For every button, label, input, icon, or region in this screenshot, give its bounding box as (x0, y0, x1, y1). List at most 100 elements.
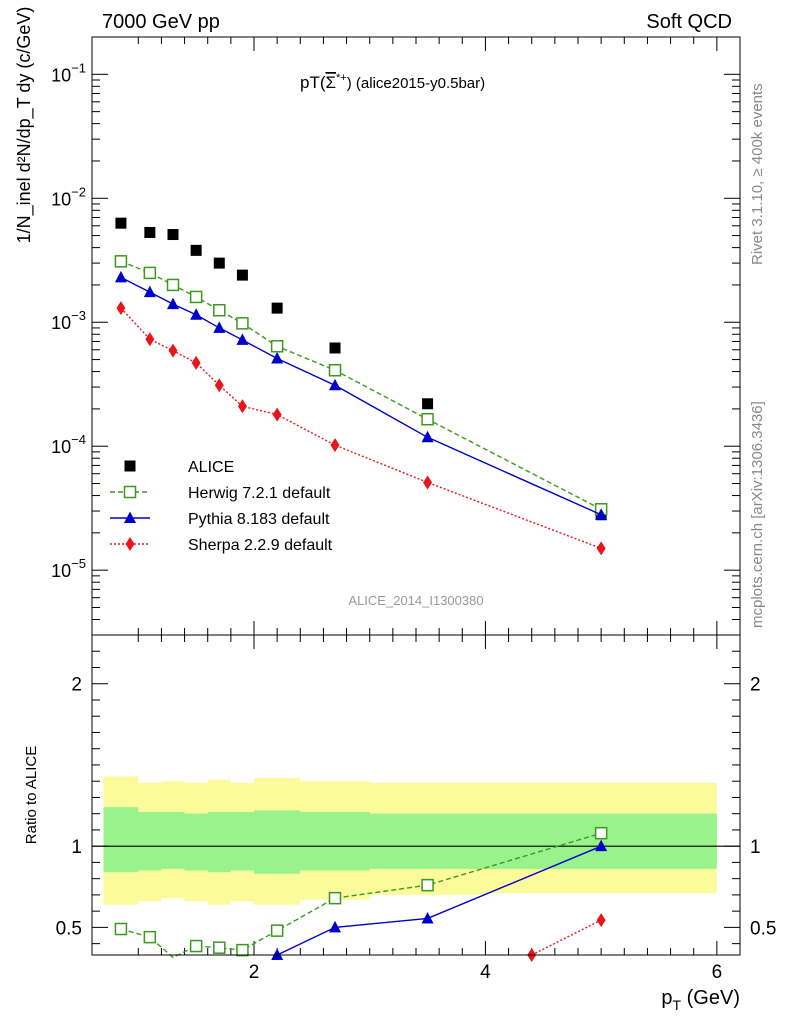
main-ylabel: 1/N_inel d²N/dp_T dy (c/GeV) (14, 7, 35, 244)
ratio-point-sherpa-2-2-9-default (596, 913, 606, 928)
ratio-line-sherpa-2-2-9-default (531, 919, 602, 956)
ratio-xlabel: pT (GeV) (661, 987, 740, 1013)
main-title-sup: *+ (336, 72, 347, 84)
legend-marker-pythia-8-183-default (124, 511, 136, 523)
y-tick-base: 10 (51, 189, 71, 209)
y-tick-label: 10−1 (51, 60, 86, 85)
y-tick-exp: −4 (71, 432, 86, 447)
main-point-sherpa-2-2-9-default (191, 355, 201, 370)
main-point-pythia-8-183-default (236, 333, 249, 345)
y-tick-label: 10−2 (51, 184, 86, 209)
main-series (114, 217, 608, 556)
header-left: 7000 GeV pp (102, 11, 220, 33)
ratio-point-pythia-8-183-default (421, 911, 434, 924)
y-tick-label: 10−4 (51, 432, 86, 457)
main-point-herwig-7-2-1-default (421, 413, 434, 426)
ratio-point-herwig-7-2-1-default (594, 826, 608, 840)
main-point-sherpa-2-2-9-default (237, 399, 247, 414)
main-title-rest: ) (alice2015-y0.5bar) (347, 75, 485, 92)
ratio-y-tick-label: 2 (71, 675, 82, 696)
legend-marker-herwig-7-2-1-default (123, 485, 137, 499)
y-tick-base: 10 (51, 313, 71, 333)
main-point-sherpa-2-2-9-default (596, 541, 606, 556)
main-line-sherpa-2-2-9-default (120, 307, 602, 550)
y-tick-base: 10 (51, 65, 71, 85)
main-point-herwig-7-2-1-default (189, 290, 203, 304)
ratio-panel: 2 4 6 0.5 0.5 1 1 2 2 Ratio to ALICE pT (GeV) (23, 634, 776, 1013)
x-tick-label: 4 (480, 962, 491, 983)
ratio-point-herwig-7-2-1-default (114, 922, 128, 936)
main-ylabel-text: 1/N_inel d²N/dp_T dy (c/GeV) (14, 7, 35, 244)
ratio-xlabel-unit: (GeV) (681, 987, 740, 1009)
ratio-series (114, 826, 608, 962)
y-tick-exp: −2 (71, 184, 86, 199)
legend-label-sherpa-2-2-9-default: Sherpa 2.2.9 default (188, 537, 333, 554)
ratio-point-herwig-7-2-1-default (328, 891, 342, 905)
main-point-pythia-8-183-default (271, 352, 284, 364)
ratio-ylabel: Ratio to ALICE (23, 746, 40, 844)
y-tick-exp: −3 (71, 308, 86, 323)
main-point-alice (115, 217, 127, 229)
legend-label-herwig-7-2-1-default: Herwig 7.2.1 default (188, 485, 331, 502)
ratio-y-tick-label-right: 1 (750, 837, 761, 858)
y-tick-base: 10 (51, 561, 71, 581)
ratio-point-pythia-8-183-default (595, 839, 608, 852)
main-point-sherpa-2-2-9-default (330, 438, 340, 453)
main-point-sherpa-2-2-9-default (272, 407, 282, 422)
main-point-herwig-7-2-1-default (270, 340, 284, 353)
main-point-herwig-7-2-1-default (166, 278, 180, 292)
ratio-ylabel-group: Ratio to ALICE (23, 746, 40, 844)
y-tick-label: 10−3 (51, 308, 86, 333)
side-rivet: Rivet 3.1.10, ≥ 400k events (749, 83, 766, 265)
legend-label-pythia-8-183-default: Pythia 8.183 default (188, 511, 330, 528)
main-point-pythia-8-183-default (421, 430, 434, 443)
main-point-alice (329, 342, 341, 354)
main-point-alice (236, 269, 248, 281)
ratio-point-herwig-7-2-1-default (213, 941, 226, 954)
main-point-alice (190, 244, 202, 256)
ratio-point-pythia-8-183-default (329, 920, 341, 933)
y-tick-base: 10 (51, 437, 71, 457)
watermark: ALICE_2014_I1300380 (348, 593, 483, 608)
ratio-y-tick-label-right: 2 (750, 675, 761, 696)
main-axes: 10−510−410−310−210−1 (51, 36, 740, 636)
legend: ALICE Herwig 7.2.1 default Pythia 8.183 de… (110, 459, 333, 554)
legend-label-alice: ALICE (188, 459, 234, 476)
main-point-sherpa-2-2-9-default (145, 332, 155, 347)
ratio-point-herwig-7-2-1-default (143, 930, 157, 944)
ratio-point-herwig-7-2-1-default (421, 878, 434, 892)
main-point-sherpa-2-2-9-default (423, 475, 433, 490)
main-point-sherpa-2-2-9-default (168, 343, 178, 358)
ratio-line-pythia-8-183-default (276, 845, 602, 956)
legend-marker-alice (124, 460, 136, 472)
ratio-point-herwig-7-2-1-default (189, 939, 203, 953)
y-tick-label: 10−5 (51, 556, 86, 581)
main-title-main: pT( (300, 73, 326, 92)
ratio-bands (92, 776, 740, 905)
ratio-y-tick-label-right: 0.5 (750, 918, 776, 939)
main-point-pythia-8-183-default (143, 285, 156, 298)
ratio-frame (91, 634, 741, 956)
main-point-herwig-7-2-1-default (236, 317, 249, 330)
main-point-pythia-8-183-default (329, 378, 341, 391)
ratio-xlabel-sub: T (673, 997, 682, 1013)
ratio-line-herwig-7-2-1-default (120, 832, 602, 959)
ratio-xlabel-main: p (661, 987, 672, 1009)
side-mcplots: mcplots.cern.ch [arXiv:1306.3436] (749, 401, 766, 628)
main-point-alice (271, 302, 283, 314)
x-tick-label: 2 (249, 962, 260, 983)
main-panel: 10−510−410−310−210−1 pT(Σ*+) (alice2015-… (14, 7, 741, 636)
main-title: pT(Σ*+) (alice2015-y0.5bar) (300, 72, 485, 92)
ratio-point-herwig-7-2-1-default (270, 924, 284, 937)
ratio-y-tick-label: 1 (71, 837, 82, 858)
main-point-herwig-7-2-1-default (213, 303, 226, 317)
header-right: Soft QCD (646, 11, 732, 33)
ratio-point-herwig-7-2-1-default (236, 943, 249, 957)
main-point-pythia-8-183-default (595, 508, 608, 520)
main-point-alice (422, 398, 434, 410)
main-point-pythia-8-183-default (114, 270, 127, 283)
y-tick-exp: −1 (71, 60, 86, 75)
legend-marker-sherpa-2-2-9-default (125, 537, 135, 551)
ratio-axes: 2 4 6 0.5 0.5 1 1 2 2 (56, 635, 776, 983)
